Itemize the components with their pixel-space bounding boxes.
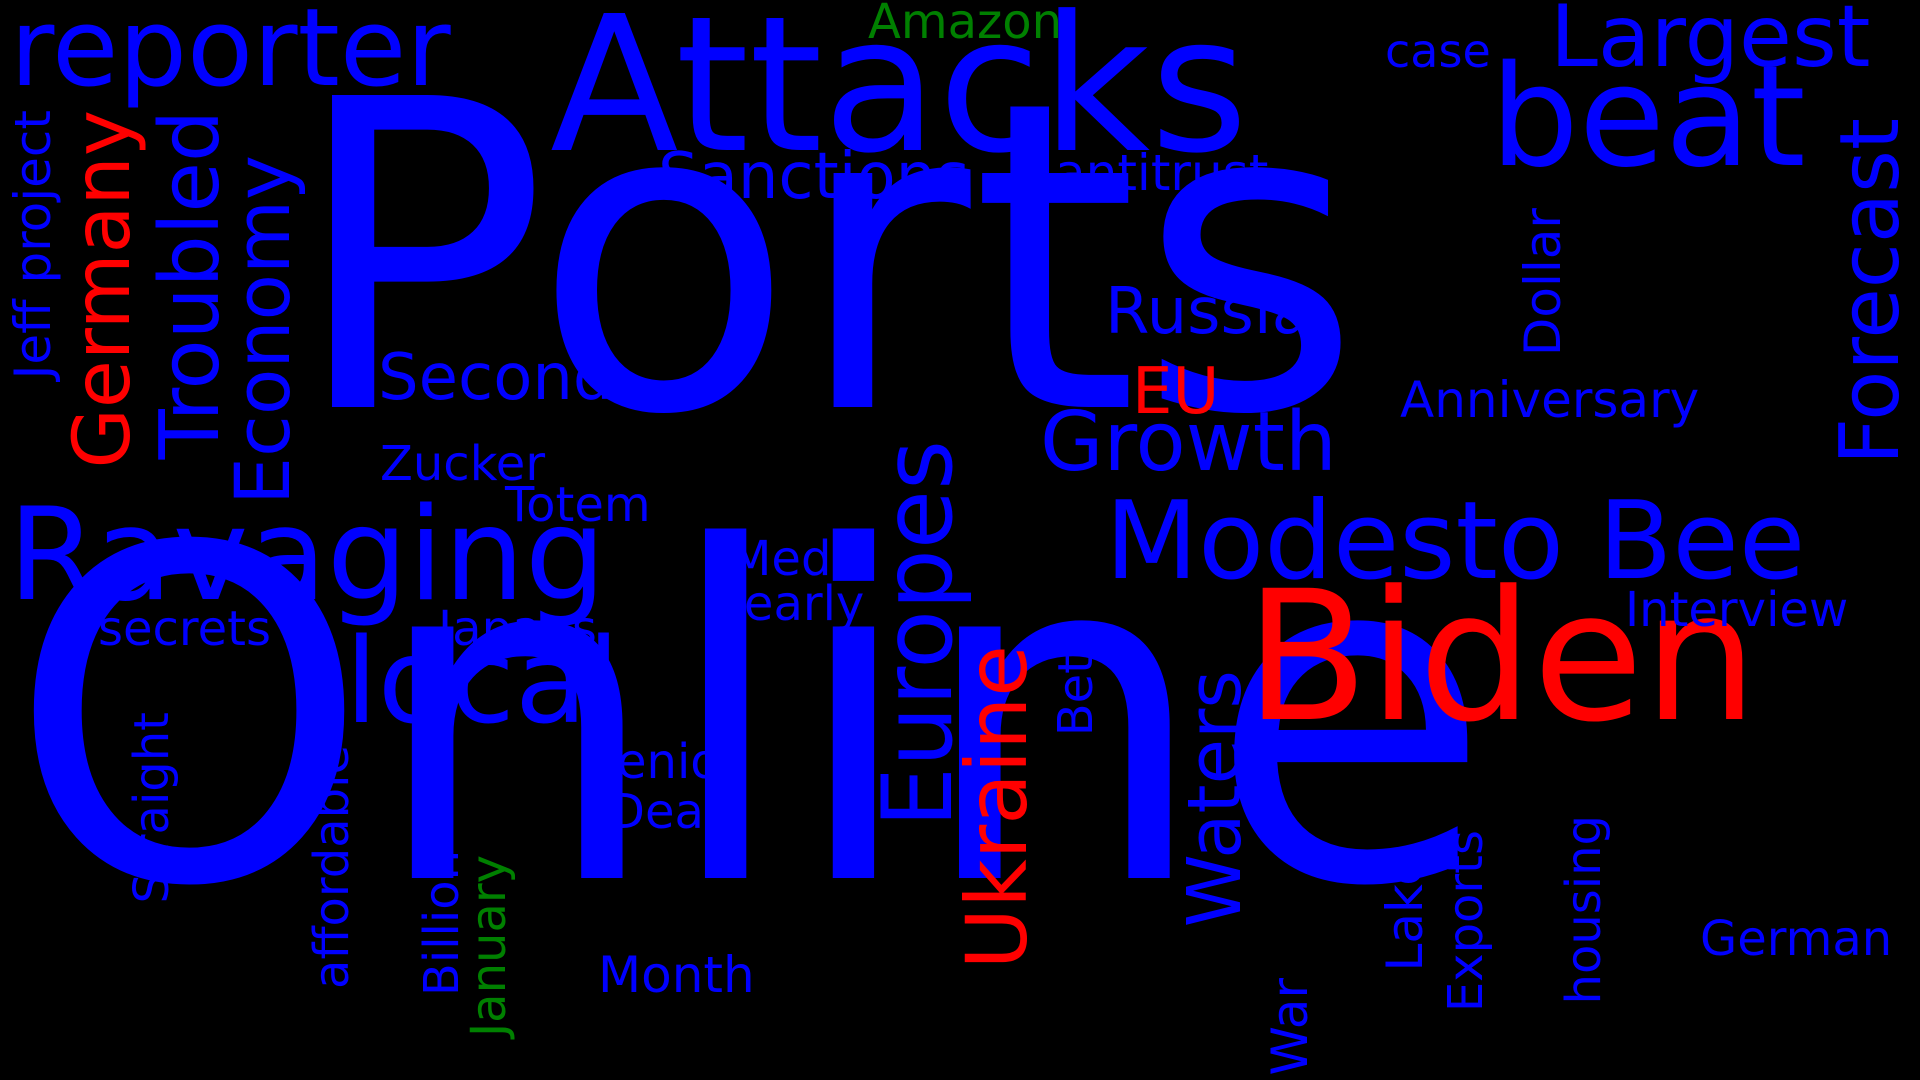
word-interview: Interview — [1625, 582, 1849, 638]
word-ravaging: Ravaging — [8, 481, 606, 630]
word-modesto-bee: Modesto Bee — [1105, 479, 1806, 604]
word-antitrust: antitrust — [1055, 144, 1269, 202]
word-housing: housing — [1556, 815, 1612, 1005]
word-waters: Waters — [1172, 670, 1258, 928]
word-online: Online — [8, 452, 1492, 987]
word-ports: Ports — [290, 10, 1362, 508]
word-media: Media — [730, 531, 875, 587]
word-bet: Bet — [1048, 655, 1104, 737]
word-attacks: Attacks — [550, 0, 1249, 195]
word-january: January — [461, 855, 517, 1037]
word-zucker: Zucker — [380, 436, 546, 492]
word-sanctions: Sanctions — [658, 140, 970, 214]
word-economy: Economy — [218, 155, 307, 505]
word-deals: Deals — [608, 784, 743, 840]
word-second: Second — [378, 341, 614, 415]
word-japans: Japans — [438, 601, 597, 657]
word-straight: Straight — [124, 712, 180, 904]
word-senior: senior — [592, 734, 740, 790]
word-dollar: Dollar — [1514, 208, 1572, 357]
word-lake: Lake — [1376, 855, 1434, 972]
word-month: Month — [598, 946, 755, 1004]
word-german: German — [1700, 911, 1893, 967]
word-biden: Biden — [1245, 553, 1758, 762]
word-local: local — [345, 612, 620, 750]
word-largest: Largest — [1550, 0, 1871, 87]
word-jeff-project: Jeff project — [4, 110, 62, 380]
word-case: case — [1385, 24, 1491, 78]
word-eu: EU — [1132, 355, 1220, 429]
word-ukraine: Ukraine — [948, 645, 1046, 970]
word-anniversary: Anniversary — [1400, 371, 1700, 429]
word-beat: beat — [1490, 36, 1806, 199]
word-forecast: Forecast — [1823, 118, 1918, 465]
word-secrets: secrets — [98, 601, 271, 657]
word-amazon: Amazon — [868, 0, 1062, 50]
word-nearly: Nearly — [708, 576, 865, 632]
word-exports: Exports — [1438, 830, 1494, 1013]
word-russia: Russia — [1105, 275, 1311, 349]
word-war: War — [1261, 978, 1319, 1076]
word-growth: Growth — [1040, 395, 1337, 490]
word-billion: Billion — [414, 850, 470, 997]
word-affordable: affordable — [304, 745, 360, 989]
word-germany: Germany — [58, 110, 148, 469]
word-reporter: reporter — [10, 0, 451, 111]
word-totem: Totem — [505, 477, 651, 533]
